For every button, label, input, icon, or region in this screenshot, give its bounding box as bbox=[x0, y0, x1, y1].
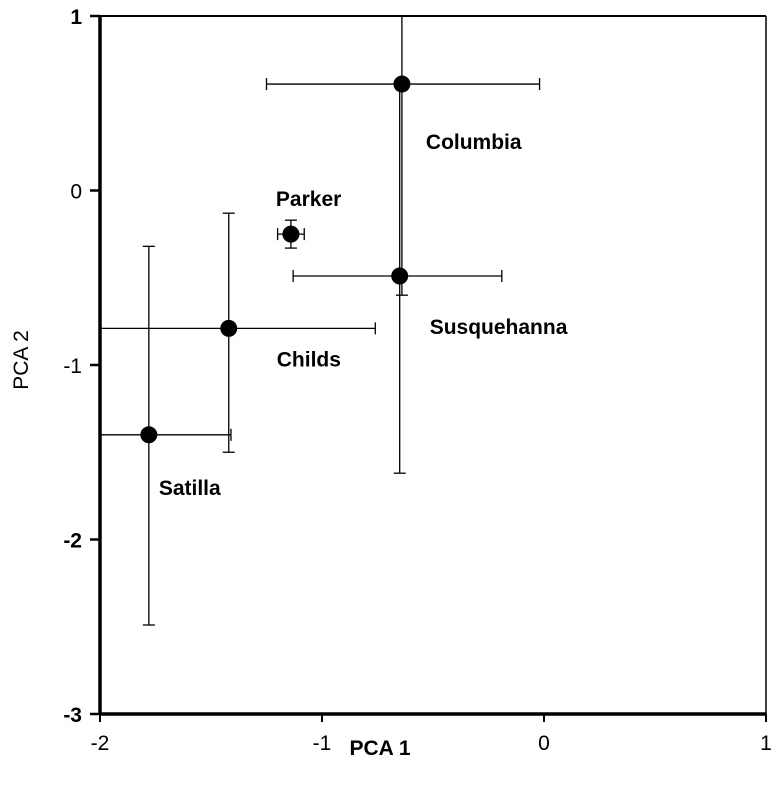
data-point-parker bbox=[282, 225, 300, 243]
data-point-columbia bbox=[393, 75, 411, 93]
y-tick-label: -3 bbox=[63, 704, 82, 727]
plot-frame bbox=[98, 15, 767, 716]
y-axis-ticks: 1 0 -1 -2 -3 bbox=[63, 6, 100, 727]
point-label-childs: Childs bbox=[277, 348, 341, 371]
data-point-susquehanna bbox=[391, 267, 409, 285]
data-points bbox=[140, 75, 411, 444]
x-tick-label: 0 bbox=[538, 732, 550, 755]
y-axis-title: PCA 2 bbox=[10, 330, 33, 390]
data-point-childs bbox=[220, 319, 238, 337]
x-axis-ticks: -2 -1 0 1 bbox=[91, 714, 772, 755]
y-tick-label: 1 bbox=[70, 6, 82, 29]
x-tick-label: -2 bbox=[91, 732, 110, 755]
x-axis-title: PCA 1 bbox=[349, 737, 410, 760]
y-tick-label: -1 bbox=[63, 355, 82, 378]
point-label-columbia: Columbia bbox=[426, 131, 522, 154]
point-label-susquehanna: Susquehanna bbox=[430, 316, 568, 339]
x-tick-label: 1 bbox=[760, 732, 772, 755]
point-labels: Columbia Parker Susquehanna Childs Satilla bbox=[159, 131, 568, 500]
data-point-satilla bbox=[140, 426, 158, 444]
y-tick-label: 0 bbox=[70, 181, 82, 204]
point-label-satilla: Satilla bbox=[159, 477, 221, 500]
x-tick-label: -1 bbox=[313, 732, 332, 755]
y-tick-label: -2 bbox=[63, 530, 82, 553]
point-label-parker: Parker bbox=[276, 188, 341, 211]
